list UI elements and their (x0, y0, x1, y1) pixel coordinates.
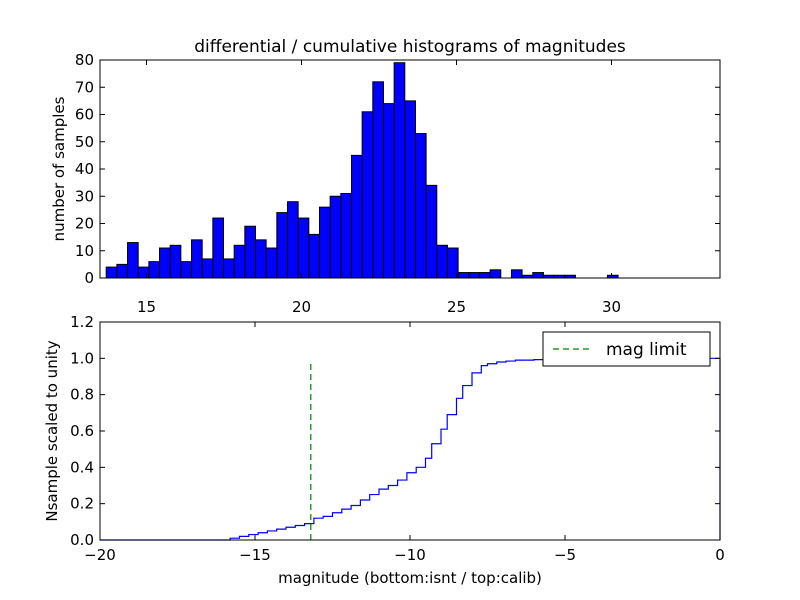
histogram-y-tick-label: 70 (75, 78, 94, 96)
histogram-bar (329, 195, 342, 279)
cumulative-x-tick-label: 0 (715, 546, 725, 564)
legend: mag limit (542, 331, 711, 367)
cumulative-y-tick-label: 0.6 (70, 422, 94, 440)
histogram-y-tick-label: 80 (75, 51, 94, 69)
histogram-bar (244, 225, 256, 279)
histogram-bar (393, 62, 406, 279)
cumulative-x-tick-label: −15 (239, 546, 271, 564)
histogram-bar (201, 258, 214, 279)
histogram-bar (468, 272, 480, 279)
histogram-bar (478, 272, 491, 279)
histogram-bar (286, 201, 299, 279)
histogram-y-tick-label: 40 (75, 160, 94, 178)
cumulative-y-axis-label: Nsample scaled to unity (43, 340, 61, 521)
cumulative-x-ticks: −20 −15 −10 −5 0 (84, 322, 725, 564)
histogram-bar (180, 261, 193, 279)
cumulative-chart: 0.0 0.2 0.4 0.6 0.8 1.0 1.2 −20 −15 −10 −5 0 magni… (43, 313, 725, 587)
histogram-x-tick-label: 15 (137, 298, 156, 316)
histogram-bar (372, 81, 384, 279)
histogram-bar (382, 103, 395, 279)
histogram-y-ticks: 0 10 20 30 40 50 60 70 80 (75, 51, 720, 287)
histogram-chart: differential / cumulative histograms of … (50, 37, 721, 316)
cumulative-y-tick-label: 0.8 (70, 386, 94, 404)
histogram-y-tick-label: 0 (84, 269, 94, 287)
histogram-y-tick-label: 30 (75, 187, 94, 205)
histogram-bar (169, 244, 182, 279)
histogram-bar (223, 258, 235, 279)
histogram-y-axis-label: number of samples (50, 96, 68, 241)
cumulative-y-ticks: 0.0 0.2 0.4 0.6 0.8 1.0 1.2 (70, 313, 720, 549)
histogram-y-tick-label: 60 (75, 106, 94, 124)
histogram-y-tick-label: 20 (75, 215, 94, 233)
cumulative-x-axis-label: magnitude (bottom:isnt / top:calib) (278, 569, 542, 587)
histogram-bar (137, 266, 150, 279)
histogram-bar (361, 111, 374, 279)
histogram-bar (191, 239, 203, 279)
histogram-y-tick-label: 10 (75, 242, 94, 260)
histogram-bar (212, 217, 225, 279)
cumulative-y-tick-label: 1.2 (70, 313, 94, 331)
histogram-bar (148, 261, 161, 279)
cumulative-y-tick-label: 0.2 (70, 495, 94, 513)
histogram-bar (425, 184, 438, 279)
histogram-bar (350, 154, 363, 279)
cumulative-y-tick-label: 0.0 (70, 531, 94, 549)
histogram-bar (297, 217, 310, 279)
legend-box (542, 331, 711, 367)
histogram-bar (340, 193, 352, 279)
histogram-bar (510, 269, 523, 279)
histogram-title: differential / cumulative histograms of … (194, 37, 626, 57)
histogram-bar (233, 244, 246, 279)
histogram-bar (308, 233, 320, 279)
histogram-bar (489, 269, 502, 279)
cumulative-x-tick-label: −10 (394, 546, 426, 564)
histogram-x-ticks: 15 20 25 30 (137, 60, 621, 316)
histogram-bar (414, 133, 427, 279)
histogram-bar (254, 239, 267, 279)
histogram-bar (116, 263, 129, 279)
histogram-bar (436, 244, 448, 279)
histogram-x-tick-label: 20 (292, 298, 311, 316)
cumulative-x-tick-label: −5 (554, 546, 576, 564)
histogram-bar (265, 247, 278, 279)
histogram-bar (457, 272, 470, 279)
histogram-bar (127, 242, 139, 279)
histogram-bar (276, 212, 288, 279)
histogram-bar (159, 247, 171, 279)
cumulative-y-tick-label: 0.4 (70, 458, 94, 476)
histogram-bar (404, 100, 416, 279)
histogram-y-tick-label: 50 (75, 133, 94, 151)
histogram-x-tick-label: 30 (602, 298, 621, 316)
histogram-x-tick-label: 25 (447, 298, 466, 316)
histogram-bar (318, 206, 331, 279)
cumulative-x-tick-label: −20 (84, 546, 116, 564)
histogram-bar (532, 272, 544, 279)
histogram-bar (105, 266, 118, 279)
cumulative-y-tick-label: 1.0 (70, 349, 94, 367)
legend-label-mag-limit: mag limit (606, 340, 687, 360)
